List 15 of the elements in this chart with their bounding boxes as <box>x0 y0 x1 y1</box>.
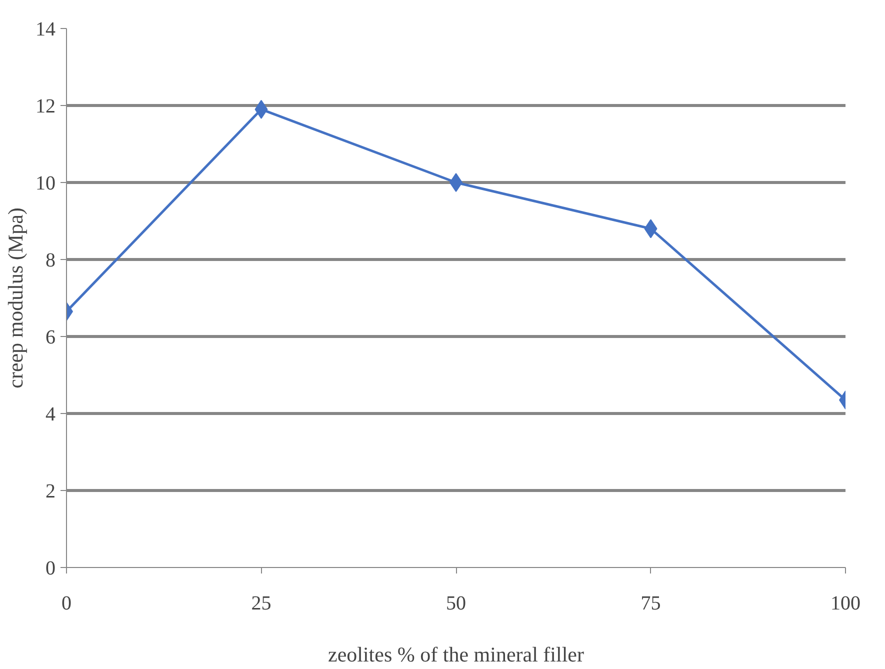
y-tick-label: 10 <box>36 172 56 194</box>
y-tick-label: 4 <box>46 404 56 426</box>
x-tick-label: 25 <box>251 592 272 614</box>
x-tick-label: 50 <box>446 592 466 614</box>
y-axis-title: creep modulus (Mpa) <box>4 208 28 388</box>
y-tick-label: 2 <box>46 480 56 502</box>
x-axis-title: zeolites % of the mineral filler <box>328 642 584 666</box>
x-tick-label: 100 <box>830 592 860 614</box>
y-tick-label: 0 <box>46 558 56 580</box>
y-tick-label: 14 <box>36 18 56 40</box>
x-tick-label: 0 <box>62 592 72 614</box>
y-tick-label: 6 <box>46 326 56 348</box>
y-tick-label: 12 <box>36 96 56 118</box>
y-tick-label: 8 <box>46 250 56 272</box>
x-tick-label: 75 <box>640 592 661 614</box>
